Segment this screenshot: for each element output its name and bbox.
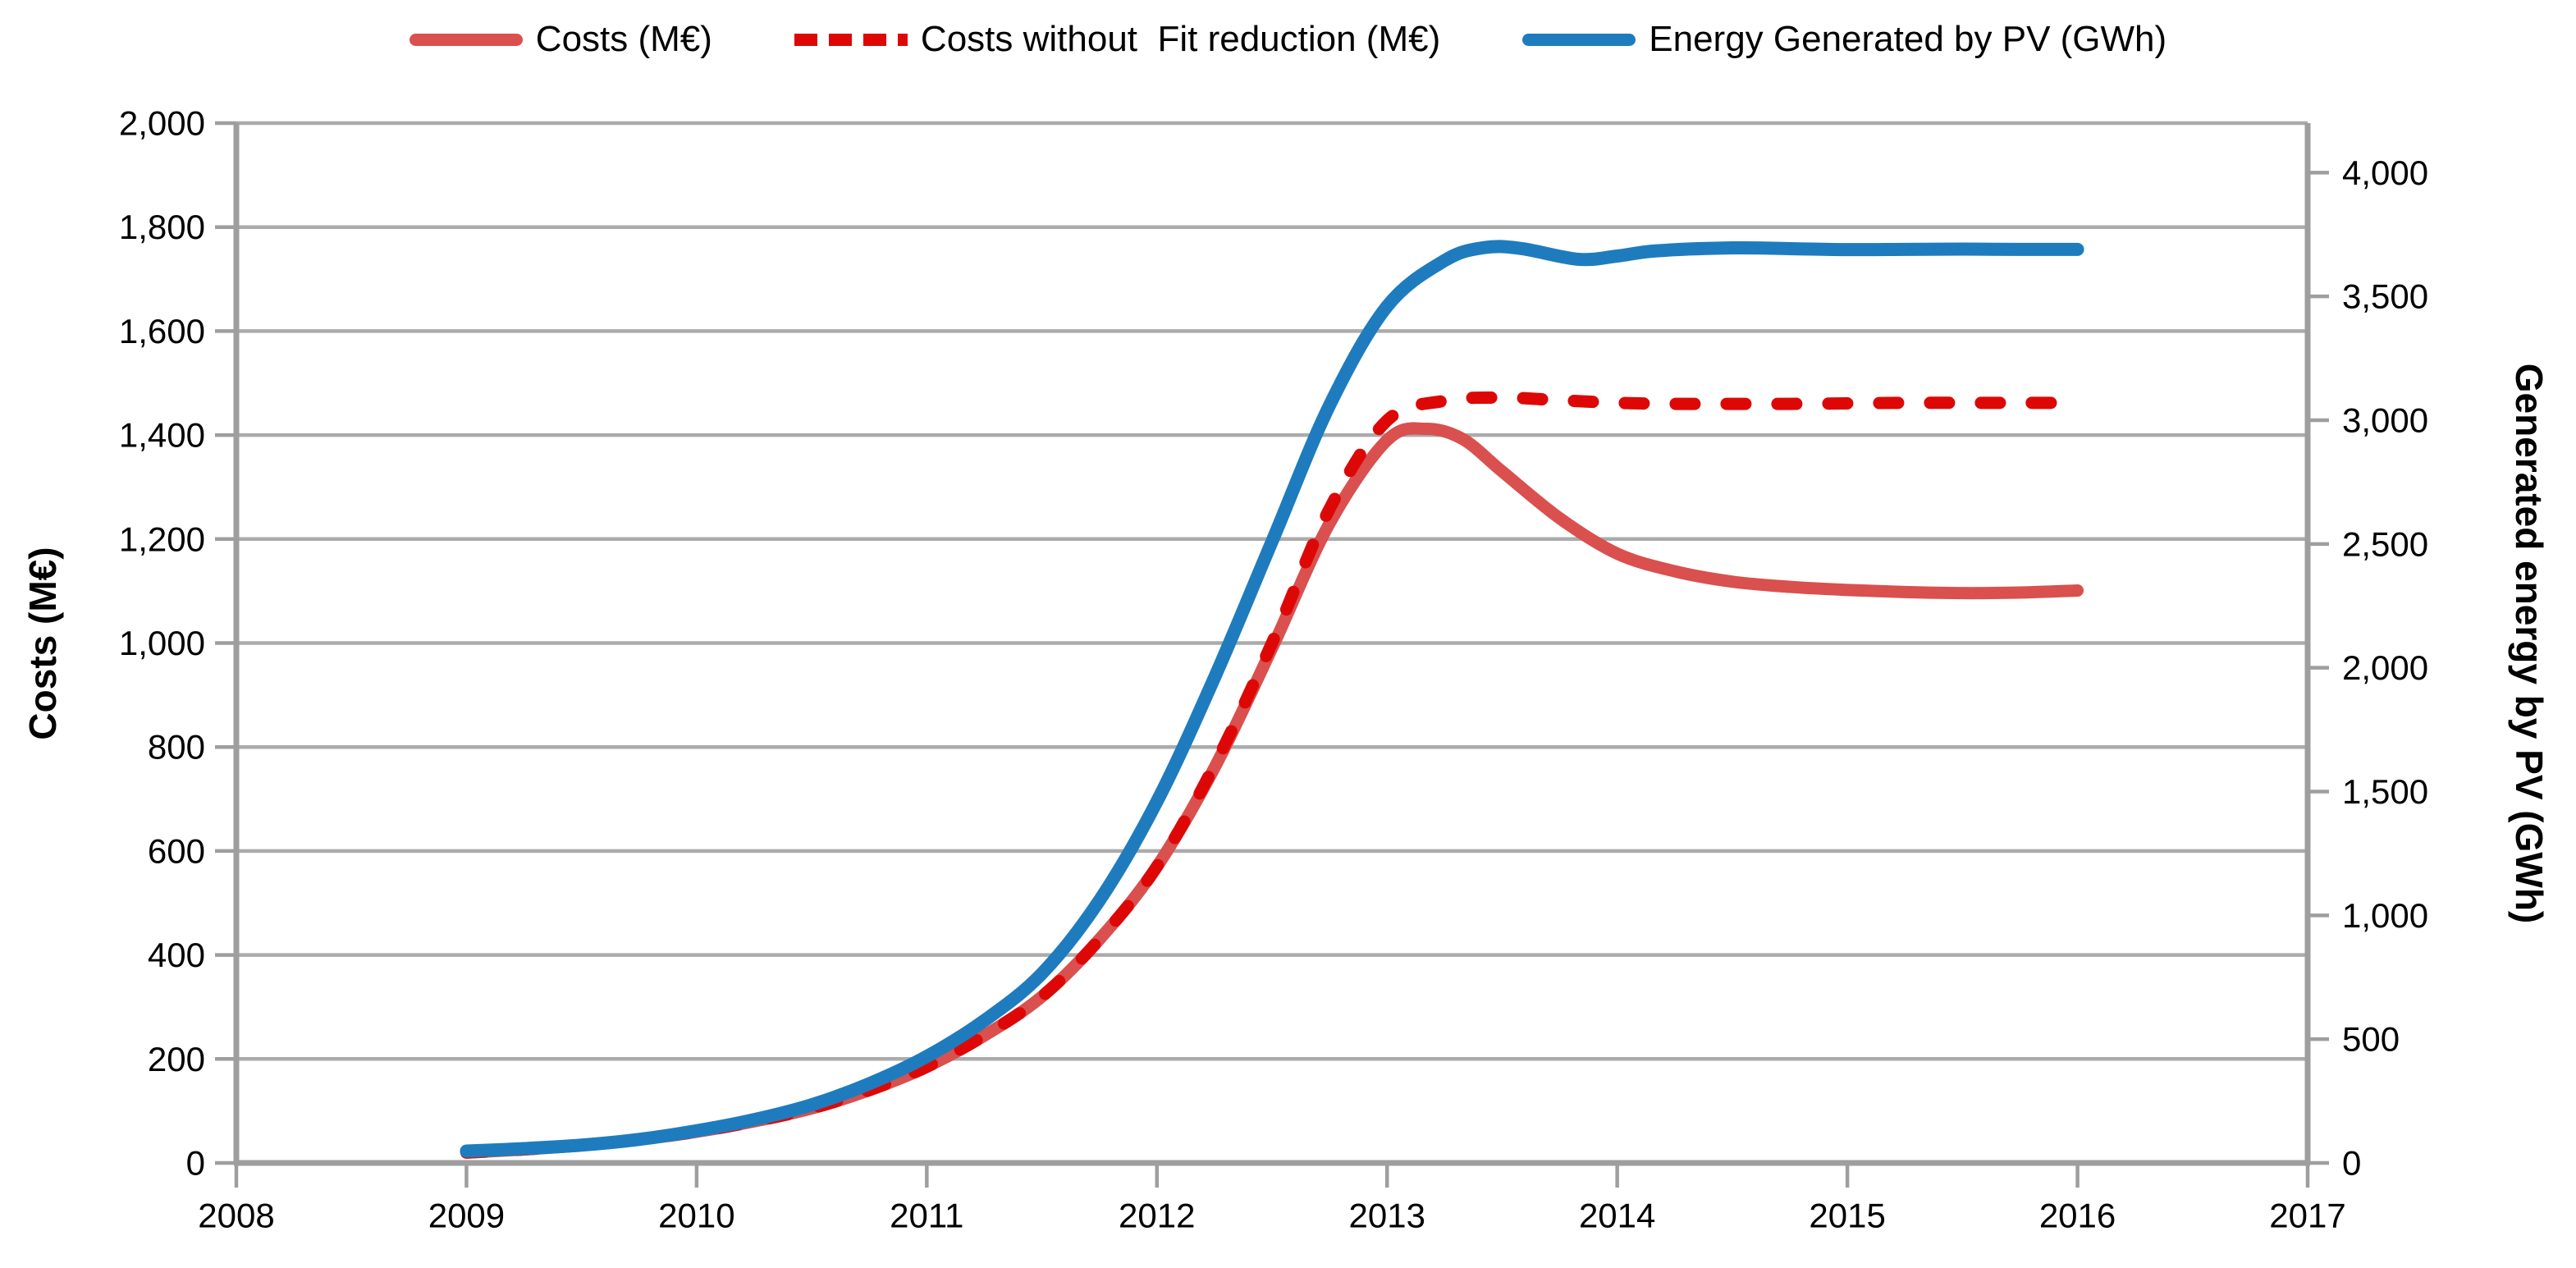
left-axis-tick-label: 600: [148, 831, 205, 870]
data-series: [460, 240, 2084, 1159]
x-axis-tick-label: 2009: [428, 1196, 505, 1234]
x-axis-tick-label: 2010: [658, 1196, 734, 1234]
right-axis-tick-label: 500: [2342, 1020, 2400, 1059]
legend-label-costs-without-fit: Costs without Fit reduction (M€): [920, 19, 1441, 59]
series-line-energy: [460, 240, 2084, 1158]
right-axis-tick-label: 3,000: [2342, 401, 2428, 440]
right-axis-tick-label: 4,000: [2342, 153, 2428, 192]
left-axis-tick-label: 1,600: [119, 312, 205, 350]
chart-legend: Costs (M€) Costs without Fit reduction (…: [0, 21, 2576, 57]
x-axis-tick-label: 2011: [890, 1196, 963, 1234]
right-axis-tick-label: 0: [2342, 1144, 2361, 1183]
legend-item-energy: Energy Generated by PV (GWh): [1522, 21, 2166, 57]
tick-marks: [215, 121, 2329, 1188]
right-axis-tick-label: 1,000: [2342, 896, 2428, 935]
x-axis-tick-label: 2016: [2039, 1196, 2116, 1234]
x-axis-tick-label: 2017: [2269, 1196, 2345, 1234]
left-axis-tick-label: 1,800: [119, 208, 205, 246]
costs-without-fit-dashed-swatch-icon: [794, 33, 908, 46]
left-axis-title: Costs (M€): [21, 547, 64, 740]
right-axis-tick-label: 2,000: [2342, 648, 2428, 687]
legend-label-costs: Costs (M€): [535, 19, 712, 59]
left-axis-tick-label: 400: [148, 936, 205, 974]
x-axis-tick-label: 2012: [1119, 1196, 1195, 1234]
left-axis-tick-label: 1,400: [119, 416, 205, 455]
x-axis-tick-label: 2014: [1579, 1196, 1655, 1234]
energy-line-swatch-icon: [1522, 33, 1636, 46]
left-axis-tick-label: 1,000: [119, 624, 205, 662]
series-line-costs-without-fit: [460, 391, 2084, 1159]
x-axis-tick-label: 2013: [1349, 1196, 1425, 1234]
right-axis-tick-label: 2,500: [2342, 524, 2428, 563]
left-axis-tick-label: 2,000: [119, 104, 205, 143]
right-axis-title: Generated energy by PV (GWh): [2508, 363, 2551, 924]
tick-labels: 0 200 400 600 800 1,000 1,200 1,400 1,600 1,800 2,…: [119, 104, 2428, 1235]
left-axis-tick-label: 200: [148, 1040, 205, 1078]
x-axis-tick-label: 2008: [198, 1196, 274, 1234]
right-axis-tick-label: 3,500: [2342, 277, 2428, 316]
right-axis-tick-label: 1,500: [2342, 772, 2428, 811]
legend-item-costs-without-fit: Costs without Fit reduction (M€): [794, 21, 1440, 57]
left-axis-tick-label: 1,200: [119, 520, 205, 558]
costs-line-swatch-icon: [409, 33, 523, 46]
left-axis-tick-label: 800: [148, 728, 205, 767]
left-axis-tick-label: 0: [186, 1144, 205, 1183]
legend-item-costs: Costs (M€): [409, 19, 712, 59]
x-axis-tick-label: 2015: [1809, 1196, 1885, 1234]
legend-label-energy: Energy Generated by PV (GWh): [1649, 19, 2167, 59]
